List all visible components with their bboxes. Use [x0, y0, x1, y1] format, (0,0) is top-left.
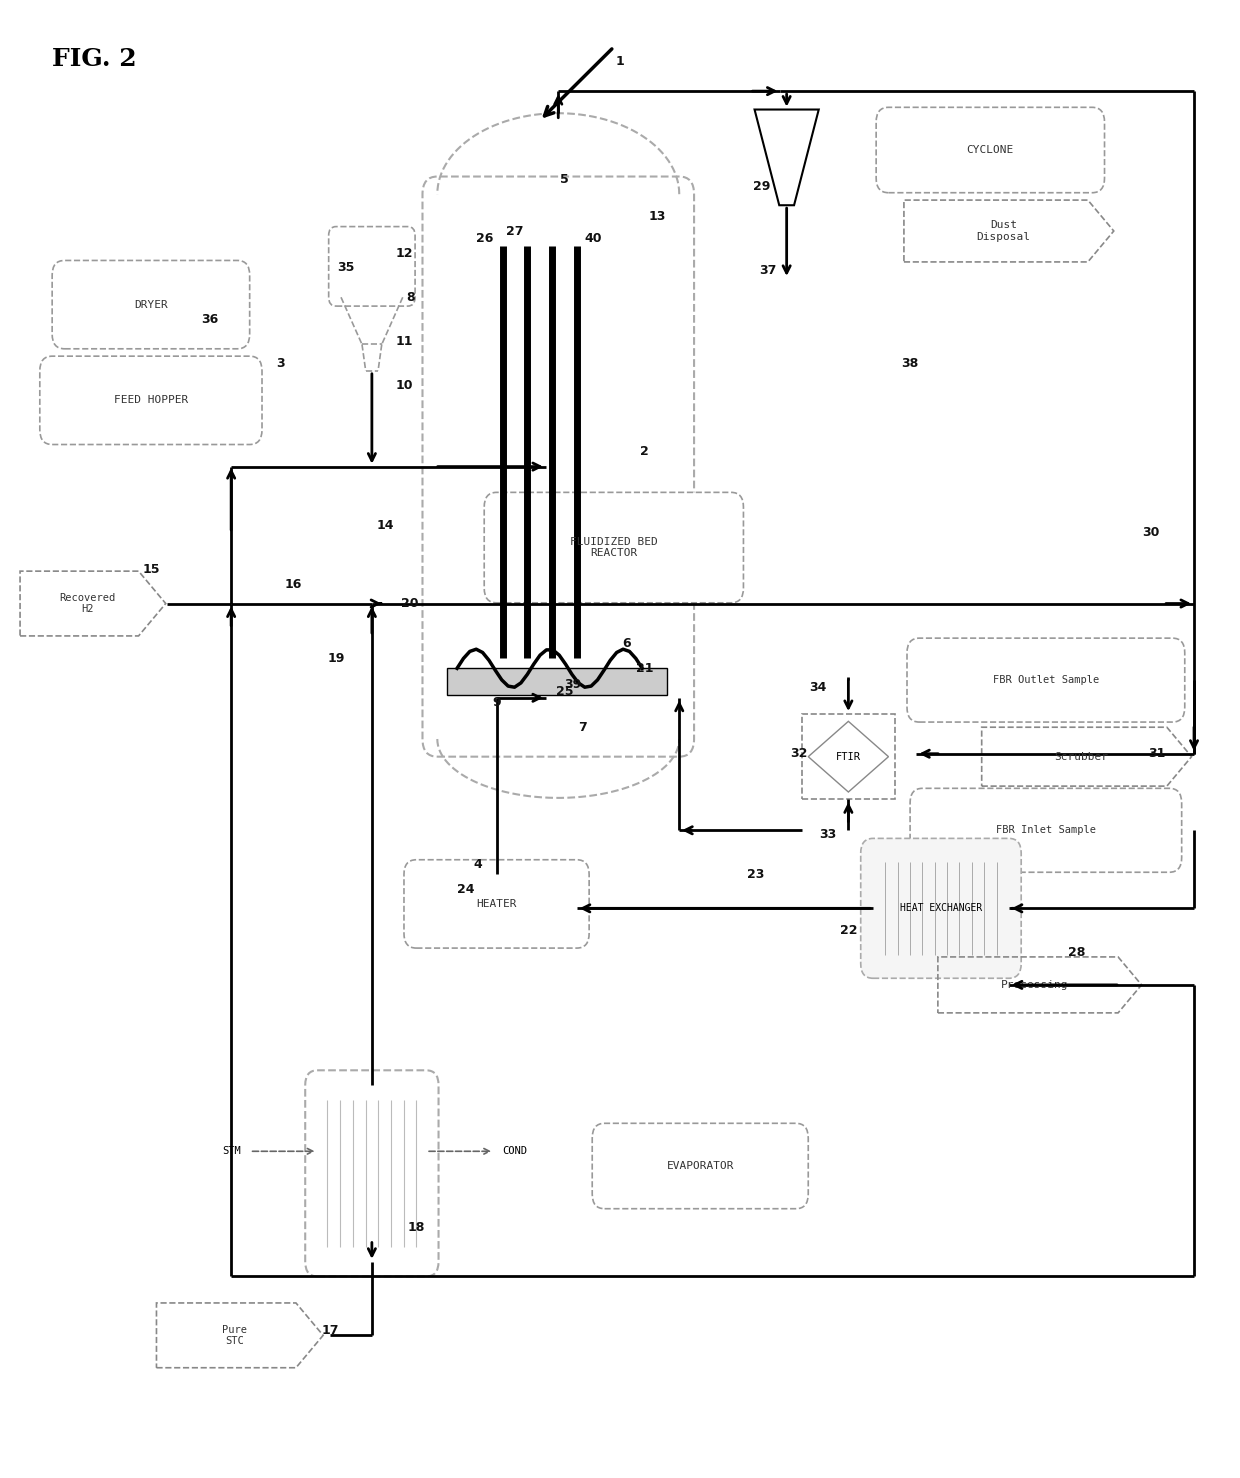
Text: 18: 18	[408, 1221, 425, 1234]
Text: 10: 10	[396, 380, 413, 392]
Text: EVAPORATOR: EVAPORATOR	[666, 1162, 734, 1171]
Text: 7: 7	[579, 721, 588, 733]
Text: Dust
Disposal: Dust Disposal	[977, 220, 1030, 242]
Text: HEATER: HEATER	[476, 899, 517, 909]
Text: FLUIDIZED BED
REACTOR: FLUIDIZED BED REACTOR	[570, 537, 657, 559]
Bar	[448, 668, 667, 695]
FancyBboxPatch shape	[423, 176, 694, 757]
Text: FBR Inlet Sample: FBR Inlet Sample	[996, 825, 1096, 835]
Text: 31: 31	[1148, 748, 1166, 760]
Text: 33: 33	[818, 828, 836, 841]
FancyBboxPatch shape	[877, 108, 1105, 192]
Text: 36: 36	[202, 313, 218, 325]
Text: 24: 24	[458, 882, 475, 896]
Text: 35: 35	[337, 262, 355, 275]
Text: 5: 5	[560, 173, 569, 186]
Text: 4: 4	[474, 857, 482, 871]
Text: HEAT EXCHANGER: HEAT EXCHANGER	[900, 903, 982, 913]
Text: Pure
STC: Pure STC	[222, 1324, 247, 1346]
Text: CYCLONE: CYCLONE	[967, 145, 1014, 155]
Text: 1: 1	[615, 55, 625, 68]
Text: 40: 40	[584, 232, 601, 245]
Text: 19: 19	[327, 652, 345, 665]
Text: 11: 11	[396, 336, 413, 347]
Text: 32: 32	[790, 748, 807, 760]
Bar	[802, 714, 895, 800]
Text: 25: 25	[556, 686, 573, 699]
Text: Scrubber: Scrubber	[1055, 752, 1109, 761]
Text: COND: COND	[502, 1147, 528, 1156]
Text: 20: 20	[402, 597, 419, 610]
FancyBboxPatch shape	[52, 260, 249, 349]
Text: 17: 17	[321, 1324, 339, 1338]
Text: 9: 9	[492, 696, 501, 708]
FancyBboxPatch shape	[305, 1070, 439, 1277]
Text: 37: 37	[759, 265, 776, 278]
Text: 28: 28	[1068, 946, 1085, 959]
Text: 3: 3	[277, 358, 285, 370]
Text: 2: 2	[640, 445, 649, 458]
FancyBboxPatch shape	[40, 356, 262, 445]
FancyBboxPatch shape	[404, 860, 589, 947]
Text: 16: 16	[284, 578, 301, 591]
Text: 13: 13	[649, 210, 666, 223]
Text: 30: 30	[1142, 526, 1159, 539]
Text: 12: 12	[396, 247, 413, 260]
Text: 15: 15	[143, 563, 160, 576]
Text: Recovered
H2: Recovered H2	[60, 593, 115, 615]
Text: 29: 29	[753, 180, 770, 194]
Text: 23: 23	[748, 868, 765, 881]
Text: 14: 14	[377, 519, 394, 532]
FancyBboxPatch shape	[910, 788, 1182, 872]
Text: 6: 6	[621, 637, 630, 650]
Text: 8: 8	[405, 291, 414, 304]
Text: 21: 21	[636, 662, 653, 675]
Text: 27: 27	[506, 225, 523, 238]
Text: 38: 38	[901, 358, 919, 370]
Text: FTIR: FTIR	[836, 752, 861, 761]
FancyBboxPatch shape	[861, 838, 1022, 978]
Text: DRYER: DRYER	[134, 300, 167, 309]
Text: FIG. 2: FIG. 2	[52, 47, 136, 71]
Text: 26: 26	[475, 232, 492, 245]
Text: 22: 22	[839, 924, 857, 937]
FancyBboxPatch shape	[329, 226, 415, 306]
FancyBboxPatch shape	[484, 492, 744, 603]
FancyBboxPatch shape	[906, 638, 1184, 723]
Text: Processing: Processing	[1001, 980, 1069, 990]
Text: 39: 39	[564, 678, 582, 692]
FancyBboxPatch shape	[593, 1123, 808, 1209]
Text: 34: 34	[808, 681, 826, 695]
Text: FEED HOPPER: FEED HOPPER	[114, 395, 188, 405]
Text: FBR Outlet Sample: FBR Outlet Sample	[993, 675, 1099, 686]
Text: STM: STM	[222, 1147, 241, 1156]
